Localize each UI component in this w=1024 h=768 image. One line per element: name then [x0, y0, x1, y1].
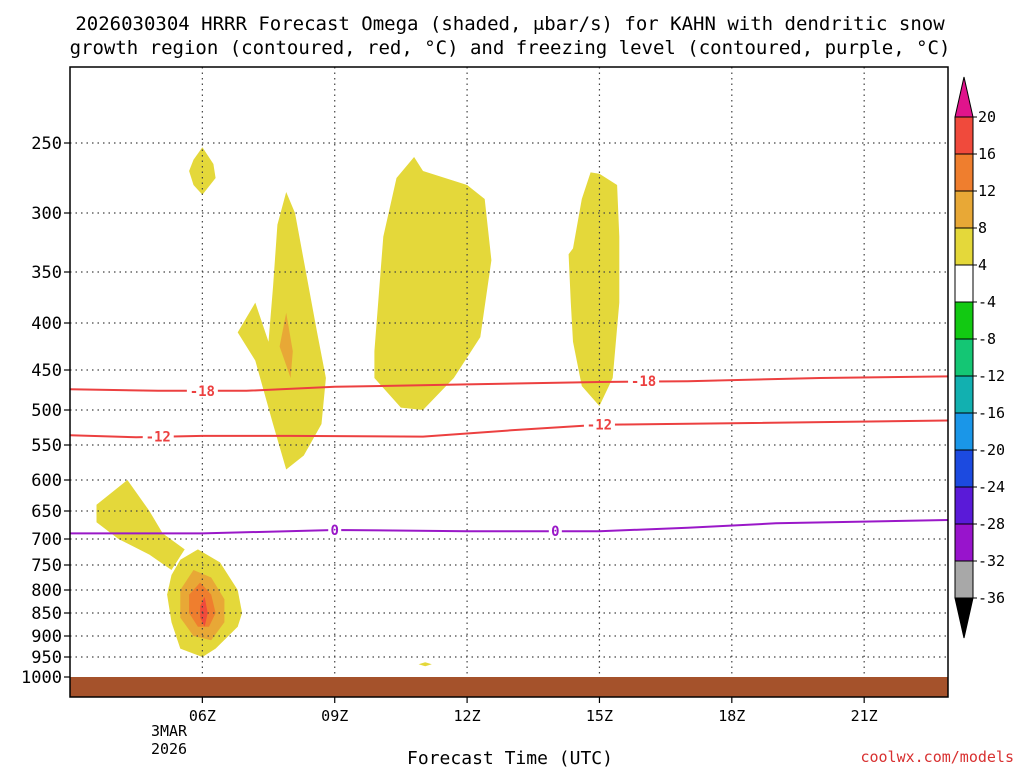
credit-label: coolwx.com/models: [860, 748, 1014, 766]
colorbar-label-20: 20: [978, 108, 996, 126]
time-axis: 06Z 09Z 12Z 15Z 18Z 21Z: [189, 697, 878, 725]
y-tick-label-300: 300: [31, 204, 62, 224]
colorbar-band--4: [954, 301, 974, 340]
colorbar-band--16: [954, 412, 974, 451]
colorbar-band--8: [954, 338, 974, 377]
colorbar-top-arrow: [954, 76, 974, 118]
colorbar-label-4: 4: [978, 256, 987, 274]
y-tick-label-750: 750: [31, 556, 62, 576]
grid-lines: [70, 67, 948, 677]
shaded-region-upward-16-20-f: [200, 596, 208, 627]
y-tick-label-500: 500: [31, 401, 62, 421]
contour-label--12-1: -12: [587, 418, 612, 434]
shaded-region-upward-4-8-b: [237, 192, 326, 470]
x-tick-label-09Z: 09Z: [321, 707, 348, 725]
shaded-region-upward-4-8-c: [374, 157, 492, 410]
colorbar-bottom-arrow: [954, 597, 974, 639]
plot-frame: [69, 66, 949, 698]
y-tick-label-650: 650: [31, 502, 62, 522]
shaded-region-downward-4-8-b: [321, 497, 342, 604]
shaded-region-downward-4-8-a: [140, 638, 154, 659]
contour-label-bg--12-0: [142, 429, 174, 444]
contour-label-bg-0-1: [548, 524, 562, 539]
colorbar-label--12: -12: [978, 367, 1005, 385]
y-tick-label-950: 950: [31, 648, 62, 668]
colorbar-label--4: -4: [978, 293, 996, 311]
omega-shading: [96, 147, 832, 667]
x-tick-label-18Z: 18Z: [718, 707, 745, 725]
x-tick-label-06Z: 06Z: [189, 707, 216, 725]
y-tick-label-700: 700: [31, 530, 62, 550]
colorbar-label--20: -20: [978, 441, 1005, 459]
colorbar-label--36: -36: [978, 589, 1005, 607]
colorbar-band-8: [954, 227, 974, 266]
shaded-region-upward-4-8-a: [189, 147, 216, 195]
shaded-region-upward-4-8-g: [418, 662, 432, 667]
y-tick-label-350: 350: [31, 263, 62, 283]
contour-label-bg--18-0: [186, 383, 218, 398]
shaded-region-upward-4-8-d: [568, 172, 620, 406]
y-tick-label-400: 400: [31, 314, 62, 334]
colorbar: 20 16 12 8 4 -4 -8 -12 -16 -20 -24 -28 -32 -36: [954, 76, 1005, 639]
shaded-region-downward-4-8-c: [414, 600, 432, 630]
colorbar-band-20: [954, 116, 974, 155]
date-label-year: 2026: [151, 740, 187, 758]
colorbar-label--32: -32: [978, 552, 1005, 570]
pressure-axis: 250 300 350 400 450 500 550 600 650 700 750 800 850 9…: [21, 134, 70, 688]
y-tick-label-600: 600: [31, 471, 62, 491]
contour-label--18-1: -18: [631, 374, 656, 390]
x-tick-label-12Z: 12Z: [454, 707, 481, 725]
contour-label-bg-0-0: [328, 523, 342, 538]
colorbar-label--28: -28: [978, 515, 1005, 533]
colorbar-label--8: -8: [978, 330, 996, 348]
contour-label-0-1: 0: [551, 524, 559, 540]
contour--12: [69, 419, 949, 439]
chart-title-line1: 2026030304 HRRR Forecast Omega (shaded, …: [75, 13, 945, 35]
shaded-region-downward-4-8-e: [806, 224, 832, 308]
colorbar-band--20: [954, 449, 974, 488]
y-tick-label-550: 550: [31, 436, 62, 456]
colorbar-label--16: -16: [978, 404, 1005, 422]
contour-label-bg--12-1: [583, 417, 615, 432]
contour-label--18-0: -18: [190, 384, 215, 400]
x-axis-label: Forecast Time (UTC): [407, 748, 613, 768]
y-tick-label-250: 250: [31, 134, 62, 154]
y-tick-label-800: 800: [31, 581, 62, 601]
colorbar-band-16: [954, 153, 974, 192]
chart-title-line2: growth region (contoured, red, °C) and f…: [70, 37, 951, 59]
contour-lines: -18 -18 -12 -12 0 0: [69, 374, 949, 540]
contour-0: [70, 519, 949, 535]
colorbar-band--32: [954, 560, 974, 599]
colorbar-label--24: -24: [978, 478, 1005, 496]
ground-surface: [70, 677, 948, 697]
colorbar-label-8: 8: [978, 219, 987, 237]
colorbar-band--12: [954, 375, 974, 414]
colorbar-label-16: 16: [978, 145, 996, 163]
colorbar-band--28: [954, 523, 974, 562]
colorbar-band-12: [954, 190, 974, 229]
contour-label-0-0: 0: [331, 523, 339, 539]
contour-label--12-0: -12: [146, 430, 171, 446]
colorbar-band--24: [954, 486, 974, 525]
shaded-region-upward-4-8-e: [96, 480, 185, 570]
contour-label-bg--18-1: [628, 374, 660, 389]
x-tick-label-15Z: 15Z: [586, 707, 613, 725]
shaded-region-upward-8-12-b: [279, 312, 293, 378]
x-tick-label-21Z: 21Z: [851, 707, 878, 725]
y-tick-label-450: 450: [31, 361, 62, 381]
colorbar-band-4: [954, 264, 974, 303]
y-tick-label-850: 850: [31, 604, 62, 624]
y-tick-label-900: 900: [31, 627, 62, 647]
colorbar-label-12: 12: [978, 182, 996, 200]
y-tick-label-1000: 1000: [21, 668, 62, 688]
date-label-month: 3MAR: [151, 722, 188, 740]
